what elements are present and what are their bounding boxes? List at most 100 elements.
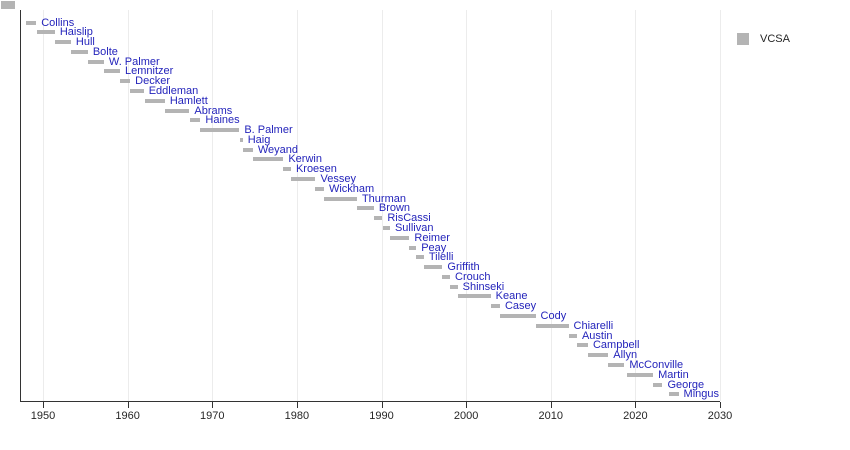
- x-tick-label-2020: 2020: [623, 409, 648, 422]
- bar-label-cody: Cody: [540, 310, 567, 323]
- bar-label-shinseki: Shinseki: [462, 280, 505, 293]
- bar-label-collins: Collins: [41, 16, 75, 29]
- bar-label-bolte: Bolte: [92, 45, 118, 58]
- bar-label-vessey: Vessey: [320, 173, 356, 186]
- tenure-bar-thurman: [323, 196, 357, 201]
- tenure-bar-bolte: [70, 49, 88, 54]
- bar-label-martin: Martin: [658, 368, 689, 381]
- bar-label-crouch: Crouch: [455, 270, 491, 283]
- bar-label-hull: Hull: [75, 36, 95, 49]
- bar-label-kerwin: Kerwin: [288, 153, 322, 166]
- x-tick-label-2030: 2030: [707, 409, 733, 422]
- tenure-bar-reimer: [389, 235, 410, 240]
- tenure-bar-casey: [490, 304, 500, 309]
- tenure-bar-austin: [568, 333, 577, 338]
- tenure-bar-w-palmer: [87, 59, 104, 64]
- bar-label-riscassi: RisCassi: [387, 212, 431, 225]
- tenure-bar-brown: [356, 206, 374, 211]
- y-axis-line: [20, 10, 21, 401]
- bar-label-george: George: [667, 378, 705, 391]
- gridline-2010: [550, 10, 552, 401]
- tenure-bar-martin: [626, 372, 654, 377]
- gridline-1980: [296, 10, 298, 401]
- gridline-2020: [635, 10, 637, 401]
- bar-label-peay: Peay: [421, 241, 447, 254]
- bar-label-brown: Brown: [378, 202, 411, 215]
- legend-label: VCSA: [760, 33, 790, 45]
- bar-label-abrams: Abrams: [194, 104, 233, 117]
- bar-label-thurman: Thurman: [361, 192, 406, 205]
- bar-label-eddleman: Eddleman: [148, 84, 199, 97]
- bar-label-weyand: Weyand: [257, 143, 299, 156]
- bar-label-griffith: Griffith: [447, 261, 480, 274]
- x-tick-1960: [127, 401, 129, 408]
- legend: VCSA: [737, 33, 790, 45]
- x-tick-label-1990: 1990: [369, 409, 394, 422]
- bar-label-allyn: Allyn: [613, 349, 638, 362]
- bar-label-keane: Keane: [495, 290, 528, 303]
- tenure-bar-weyand: [242, 147, 253, 152]
- tenure-bar-shinseki: [450, 284, 458, 289]
- x-tick-label-1950: 1950: [30, 409, 56, 422]
- bar-label-sullivan: Sullivan: [394, 221, 434, 234]
- gridline-2030: [720, 10, 721, 401]
- bar-label-lemnitzer: Lemnitzer: [125, 65, 174, 78]
- tenure-bar-decker: [120, 79, 131, 84]
- tenure-bar-keane: [457, 294, 491, 299]
- bar-label-decker: Decker: [135, 75, 170, 88]
- gridline-2000: [466, 10, 468, 401]
- bar-label-kroesen: Kroesen: [295, 163, 337, 176]
- tenure-bar-b-palmer: [200, 128, 240, 133]
- gridline-1970: [212, 10, 214, 401]
- bar-label-campbell: Campbell: [592, 339, 640, 352]
- tenure-bar-george: [653, 382, 663, 387]
- tenure-bar-cody: [499, 314, 536, 319]
- tenure-bar-mcconville: [608, 362, 625, 367]
- x-tick-label-1970: 1970: [200, 409, 225, 422]
- tenure-bar-riscassi: [373, 216, 383, 221]
- tenure-bar-collins: [26, 20, 37, 25]
- x-tick-label-1980: 1980: [284, 409, 310, 422]
- tenure-bar-kerwin: [252, 157, 284, 162]
- tenure-bar-peay: [409, 245, 417, 250]
- x-axis-line: [20, 400, 720, 402]
- tenure-bar-griffith: [423, 265, 443, 270]
- tenure-bar-campbell: [576, 343, 588, 348]
- bar-label-hamlett: Hamlett: [169, 94, 208, 107]
- legend-swatch-icon: [737, 33, 749, 45]
- x-tick-1970: [212, 401, 214, 408]
- tenure-bar-crouch: [442, 274, 451, 279]
- bar-label-haines: Haines: [205, 114, 240, 127]
- bar-label-tilelli: Tilelli: [428, 251, 454, 264]
- gridline-1960: [127, 10, 129, 401]
- bar-label-wickham: Wickham: [328, 182, 375, 195]
- x-tick-2020: [635, 401, 637, 408]
- tenure-bar-kroesen: [283, 167, 291, 172]
- tenure-bar-haislip: [37, 30, 55, 35]
- bar-label-mingus: Mingus: [683, 388, 719, 401]
- gridline-1950: [43, 10, 44, 401]
- tenure-bar-hull: [54, 40, 71, 45]
- tenure-bar-mingus: [669, 392, 679, 397]
- x-tick-2000: [466, 401, 468, 408]
- tenure-bar-wickham: [315, 186, 324, 191]
- bar-label-haislip: Haislip: [59, 26, 93, 39]
- tenure-bar-vessey: [290, 177, 316, 182]
- bar-label-b-palmer: B. Palmer: [244, 124, 293, 137]
- x-tick-1980: [296, 401, 298, 408]
- tenure-bar-sullivan: [383, 225, 390, 230]
- bar-label-haig: Haig: [247, 133, 271, 146]
- bar-label-casey: Casey: [504, 300, 537, 313]
- x-tick-2010: [550, 401, 552, 408]
- bar-label-reimer: Reimer: [414, 231, 450, 244]
- x-tick-label-2000: 2000: [453, 409, 479, 422]
- tenure-bar-eddleman: [130, 88, 144, 93]
- tenure-bar-lemnitzer: [103, 69, 120, 74]
- x-tick-1990: [381, 401, 383, 408]
- tenure-bar-haines: [190, 118, 201, 123]
- tenure-bar-abrams: [164, 108, 190, 113]
- x-tick-label-1960: 1960: [115, 409, 140, 422]
- gridline-1990: [381, 10, 383, 401]
- tenure-bar-haig: [240, 137, 243, 142]
- clipped-bar-artifact: [1, 1, 15, 9]
